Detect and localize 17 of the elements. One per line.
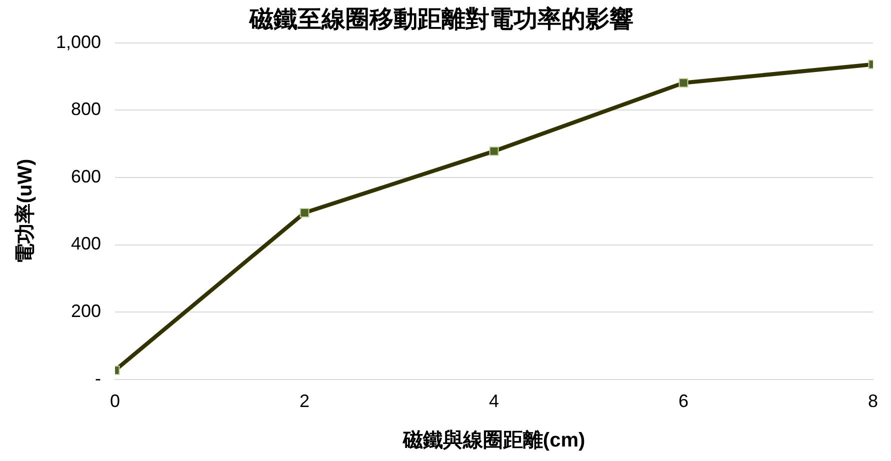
y-tick-label: -	[95, 368, 102, 388]
x-tick-label: 6	[678, 391, 689, 412]
x-axis-title: 磁鐵與線圈距離(cm)	[402, 430, 586, 452]
x-tick-label: 4	[489, 391, 500, 412]
y-tick-label: 1,000	[56, 32, 102, 52]
chart-title: 磁鐵至線圈移動距離對電功率的影響	[248, 6, 634, 34]
y-tick-label: 200	[70, 301, 102, 322]
y-tick-label: 600	[70, 166, 102, 186]
y-axis-title: 電功率(uW)	[14, 158, 37, 264]
y-tick-label: 400	[70, 234, 102, 254]
y-tick-label: 800	[70, 99, 102, 120]
x-tick-label: 2	[300, 391, 310, 412]
x-tick-label: 8	[868, 391, 878, 412]
point	[489, 146, 499, 156]
point	[300, 208, 310, 218]
point	[678, 78, 688, 88]
x-tick-label: 0	[110, 391, 120, 412]
